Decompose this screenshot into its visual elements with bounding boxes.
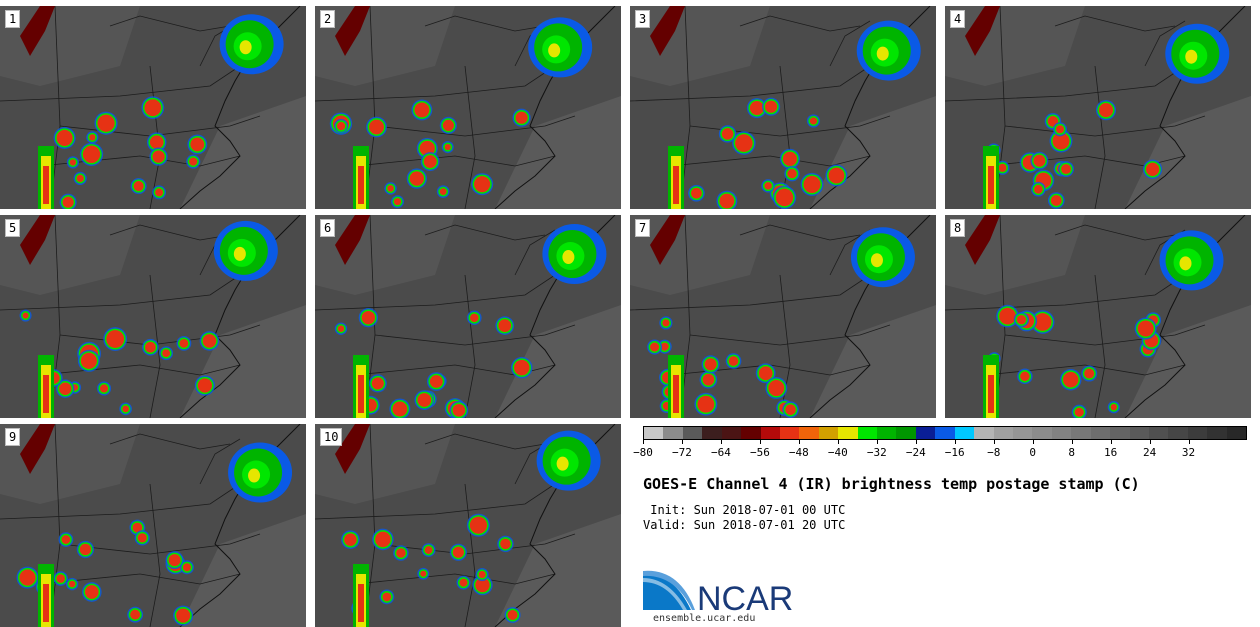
panel-number-label: 9 [5, 428, 21, 446]
colorbar-segment [877, 427, 897, 439]
colorbar-tick-mark [1149, 440, 1151, 444]
colorbar-tick-mark [681, 440, 683, 444]
colorbar-tick-mark [798, 440, 800, 444]
map-panel: 2 [315, 6, 621, 209]
colorbar-tick-label: −8 [987, 446, 1001, 459]
colorbar-tick-label: −48 [788, 446, 809, 459]
colorbar-tick-label: 16 [1103, 446, 1118, 459]
map-panel: 4 [945, 6, 1251, 209]
panel-number-label: 5 [5, 219, 21, 237]
colorbar-tick-label: 24 [1142, 446, 1157, 459]
satellite-map [0, 6, 306, 209]
colorbar-segment [1226, 427, 1247, 439]
colorbar-tick-label: −32 [866, 446, 887, 459]
chart-title: GOES-E Channel 4 (IR) brightness temp po… [643, 475, 1140, 493]
colorbar-tick-mark [837, 440, 839, 444]
colorbar-tick-mark [1071, 440, 1073, 444]
colorbar-segment [857, 427, 878, 439]
colorbar-segment [1168, 427, 1188, 439]
map-panel: 1 [0, 6, 306, 209]
colorbar-tick-mark [1110, 440, 1112, 444]
colorbar-segment [721, 427, 742, 439]
colorbar-segment [1187, 427, 1208, 439]
colorbar-segment [1207, 427, 1227, 439]
colorbar-segment [838, 427, 858, 439]
panel-number-label: 6 [320, 219, 336, 237]
colorbar [643, 426, 1247, 440]
colorbar-segment [702, 427, 722, 439]
satellite-map [315, 6, 621, 209]
colorbar-segment [1148, 427, 1169, 439]
panel-number-label: 4 [950, 10, 966, 28]
satellite-map [315, 424, 621, 627]
colorbar-tick-mark [993, 440, 995, 444]
colorbar-segment [974, 427, 994, 439]
colorbar-segment [682, 427, 703, 439]
colorbar-segment [644, 427, 664, 439]
colorbar-tick-label: −24 [905, 446, 926, 459]
satellite-map [630, 6, 936, 209]
panel-number-label: 10 [320, 428, 343, 446]
colorbar-segment [915, 427, 936, 439]
colorbar-segment [1032, 427, 1052, 439]
colorbar-segment [818, 427, 839, 439]
colorbar-segment [1110, 427, 1130, 439]
colorbar-segment [1051, 427, 1072, 439]
colorbar-tick-label: −56 [749, 446, 770, 459]
colorbar-segment [954, 427, 975, 439]
valid-time: Valid: Sun 2018-07-01 20 UTC [643, 518, 846, 532]
colorbar-segment [779, 427, 800, 439]
panel-number-label: 1 [5, 10, 21, 28]
map-panel: 10 [315, 424, 621, 627]
satellite-map [0, 215, 306, 418]
colorbar-segment [1071, 427, 1091, 439]
colorbar-segment [993, 427, 1014, 439]
colorbar-tick-label: −40 [827, 446, 848, 459]
colorbar-segment [896, 427, 916, 439]
colorbar-segment [1129, 427, 1149, 439]
map-panel: 9 [0, 424, 306, 627]
init-time: Init: Sun 2018-07-01 00 UTC [643, 503, 846, 517]
panel-number-label: 8 [950, 219, 966, 237]
colorbar-tick-label: −16 [944, 446, 965, 459]
colorbar-tick-mark [1032, 440, 1034, 444]
colorbar-segment [1013, 427, 1033, 439]
colorbar-tick-label: −72 [672, 446, 692, 459]
colorbar-tick-mark [759, 440, 761, 444]
map-panel: 3 [630, 6, 936, 209]
map-panel: 5 [0, 215, 306, 418]
map-panel: 7 [630, 215, 936, 418]
colorbar-tick-label: 8 [1068, 446, 1075, 459]
svg-text:NCAR: NCAR [697, 580, 793, 614]
colorbar-tick-label: 32 [1181, 446, 1196, 459]
colorbar-segment [760, 427, 780, 439]
satellite-map [630, 215, 936, 418]
colorbar-segment [1090, 427, 1111, 439]
website-url: ensemble.ucar.edu [653, 613, 756, 624]
ncar-logo: NCAR [643, 570, 793, 614]
colorbar-tick-mark [720, 440, 722, 444]
colorbar-segment [741, 427, 761, 439]
panel-number-label: 2 [320, 10, 336, 28]
colorbar-tick-mark [1188, 440, 1190, 444]
colorbar-tick-label: −64 [710, 446, 731, 459]
satellite-map [315, 215, 621, 418]
map-panel: 6 [315, 215, 621, 418]
satellite-map [945, 215, 1251, 418]
satellite-map [945, 6, 1251, 209]
colorbar-tick-mark [876, 440, 878, 444]
colorbar-tick-mark [643, 440, 644, 444]
map-panel: 8 [945, 215, 1251, 418]
colorbar-segment [663, 427, 683, 439]
colorbar-tick-mark [954, 440, 956, 444]
panel-number-label: 3 [635, 10, 651, 28]
colorbar-segment [799, 427, 819, 439]
satellite-map [0, 424, 306, 627]
panel-number-label: 7 [635, 219, 651, 237]
colorbar-tick-mark [915, 440, 917, 444]
colorbar-tick-label: −80 [633, 446, 653, 459]
colorbar-tick-label: 0 [1029, 446, 1036, 459]
colorbar-segment [935, 427, 955, 439]
